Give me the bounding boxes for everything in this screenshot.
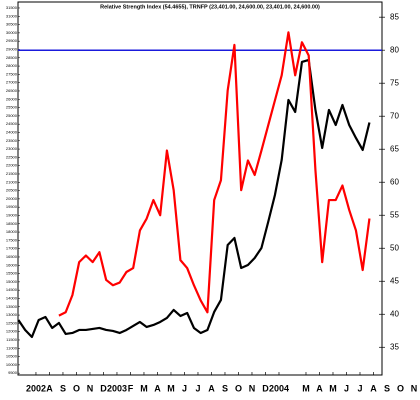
y-tick-label: 30500 bbox=[6, 22, 18, 27]
x-tick-label: O bbox=[73, 383, 80, 393]
y-tick-label: 28000 bbox=[6, 63, 18, 68]
y-tick-label: 26000 bbox=[6, 96, 18, 101]
y2-tick-label: 70 bbox=[390, 111, 399, 120]
y-tick-label: 17000 bbox=[6, 246, 18, 251]
y-tick-label: 24000 bbox=[6, 130, 18, 135]
y-tick-label: 12500 bbox=[6, 320, 18, 325]
x-tick-label: S bbox=[384, 383, 390, 393]
y-tick-label: 10500 bbox=[6, 354, 18, 359]
y2-tick-label: 65 bbox=[390, 144, 399, 153]
y-tick-label: 16000 bbox=[6, 262, 18, 267]
y-tick-label: 10000 bbox=[6, 362, 18, 367]
y-tick-label: 22500 bbox=[6, 154, 18, 159]
x-tick-label: O bbox=[397, 383, 404, 393]
y2-tick-label: 85 bbox=[390, 12, 399, 21]
x-tick-label: S bbox=[60, 383, 66, 393]
y-tick-label: 14000 bbox=[6, 296, 18, 301]
y-tick-label: 27000 bbox=[6, 80, 18, 85]
x-tick-label: 2002 bbox=[26, 383, 46, 393]
y-tick-label: 14500 bbox=[6, 287, 18, 292]
x-tick-label: A bbox=[370, 383, 377, 393]
y-tick-label: 30000 bbox=[6, 30, 18, 35]
y-tick-label: 17500 bbox=[6, 237, 18, 242]
x-tick-label: A bbox=[46, 383, 53, 393]
y2-tick-label: 40 bbox=[390, 309, 399, 318]
x-tick-label: A bbox=[208, 383, 215, 393]
y2-tick-label: 75 bbox=[390, 78, 399, 87]
y-tick-label: 15000 bbox=[6, 279, 18, 284]
y-tick-label: 21500 bbox=[6, 171, 18, 176]
x-tick-label: J bbox=[357, 383, 362, 393]
y-tick-label: 23000 bbox=[6, 146, 18, 151]
x-tick-label: J bbox=[195, 383, 200, 393]
y-tick-label: 27500 bbox=[6, 71, 18, 76]
y-tick-label: 29000 bbox=[6, 47, 18, 52]
y-tick-label: 15500 bbox=[6, 271, 18, 276]
x-tick-label: A bbox=[154, 383, 161, 393]
y-tick-label: 9500 bbox=[8, 370, 18, 375]
x-tick-label: A bbox=[316, 383, 323, 393]
y-tick-label: 31500 bbox=[6, 5, 18, 10]
y-tick-label: 24500 bbox=[6, 121, 18, 126]
y-tick-label: 26500 bbox=[6, 88, 18, 93]
y-tick-label: 23500 bbox=[6, 138, 18, 143]
chart-title: Relative Strength Index (54.4655), TRNFP… bbox=[100, 4, 320, 10]
y-tick-label: 16500 bbox=[6, 254, 18, 259]
x-tick-label: N bbox=[411, 383, 418, 393]
y-tick-label: 19000 bbox=[6, 213, 18, 218]
y-tick-label: 21000 bbox=[6, 179, 18, 184]
y-tick-label: 19500 bbox=[6, 204, 18, 209]
y-tick-label: 22000 bbox=[6, 163, 18, 168]
x-tick-label: O bbox=[235, 383, 242, 393]
y2-tick-label: 35 bbox=[390, 342, 399, 351]
y-tick-label: 18000 bbox=[6, 229, 18, 234]
y-tick-label: 11500 bbox=[6, 337, 18, 342]
y2-tick-label: 55 bbox=[390, 210, 399, 219]
y-tick-label: 12000 bbox=[6, 329, 18, 334]
x-tick-label: M bbox=[140, 383, 148, 393]
y-tick-label: 13000 bbox=[6, 312, 18, 317]
y2-tick-label: 45 bbox=[390, 276, 399, 285]
x-tick-label: M bbox=[302, 383, 310, 393]
y-tick-label: 28500 bbox=[6, 55, 18, 60]
x-tick-label: M bbox=[167, 383, 175, 393]
x-tick-label: 2004 bbox=[269, 383, 289, 393]
x-tick-label: 2003 bbox=[107, 383, 127, 393]
x-tick-label: J bbox=[344, 383, 349, 393]
y-tick-label: 11000 bbox=[6, 345, 18, 350]
series-line bbox=[58, 31, 371, 317]
x-tick-label: F bbox=[128, 383, 134, 393]
y-tick-label: 20500 bbox=[6, 188, 18, 193]
plot-frame bbox=[17, 1, 383, 376]
x-tick-label: D bbox=[100, 383, 107, 393]
y2-tick-label: 80 bbox=[390, 45, 399, 54]
x-tick-label: M bbox=[329, 383, 337, 393]
y-tick-label: 25000 bbox=[6, 113, 18, 118]
y-tick-label: 31000 bbox=[6, 13, 18, 18]
y2-tick-label: 60 bbox=[390, 177, 399, 186]
x-tick-label: N bbox=[87, 383, 94, 393]
y-tick-label: 29500 bbox=[6, 38, 18, 43]
x-tick-label: S bbox=[222, 383, 228, 393]
x-tick-label: N bbox=[249, 383, 256, 393]
y-tick-label: 13500 bbox=[6, 304, 18, 309]
y2-tick-label: 50 bbox=[390, 243, 399, 252]
y-tick-label: 20000 bbox=[6, 196, 18, 201]
x-tick-label: D bbox=[262, 383, 269, 393]
y-tick-label: 18500 bbox=[6, 221, 18, 226]
x-tick-label: J bbox=[182, 383, 187, 393]
y-tick-label: 25500 bbox=[6, 105, 18, 110]
